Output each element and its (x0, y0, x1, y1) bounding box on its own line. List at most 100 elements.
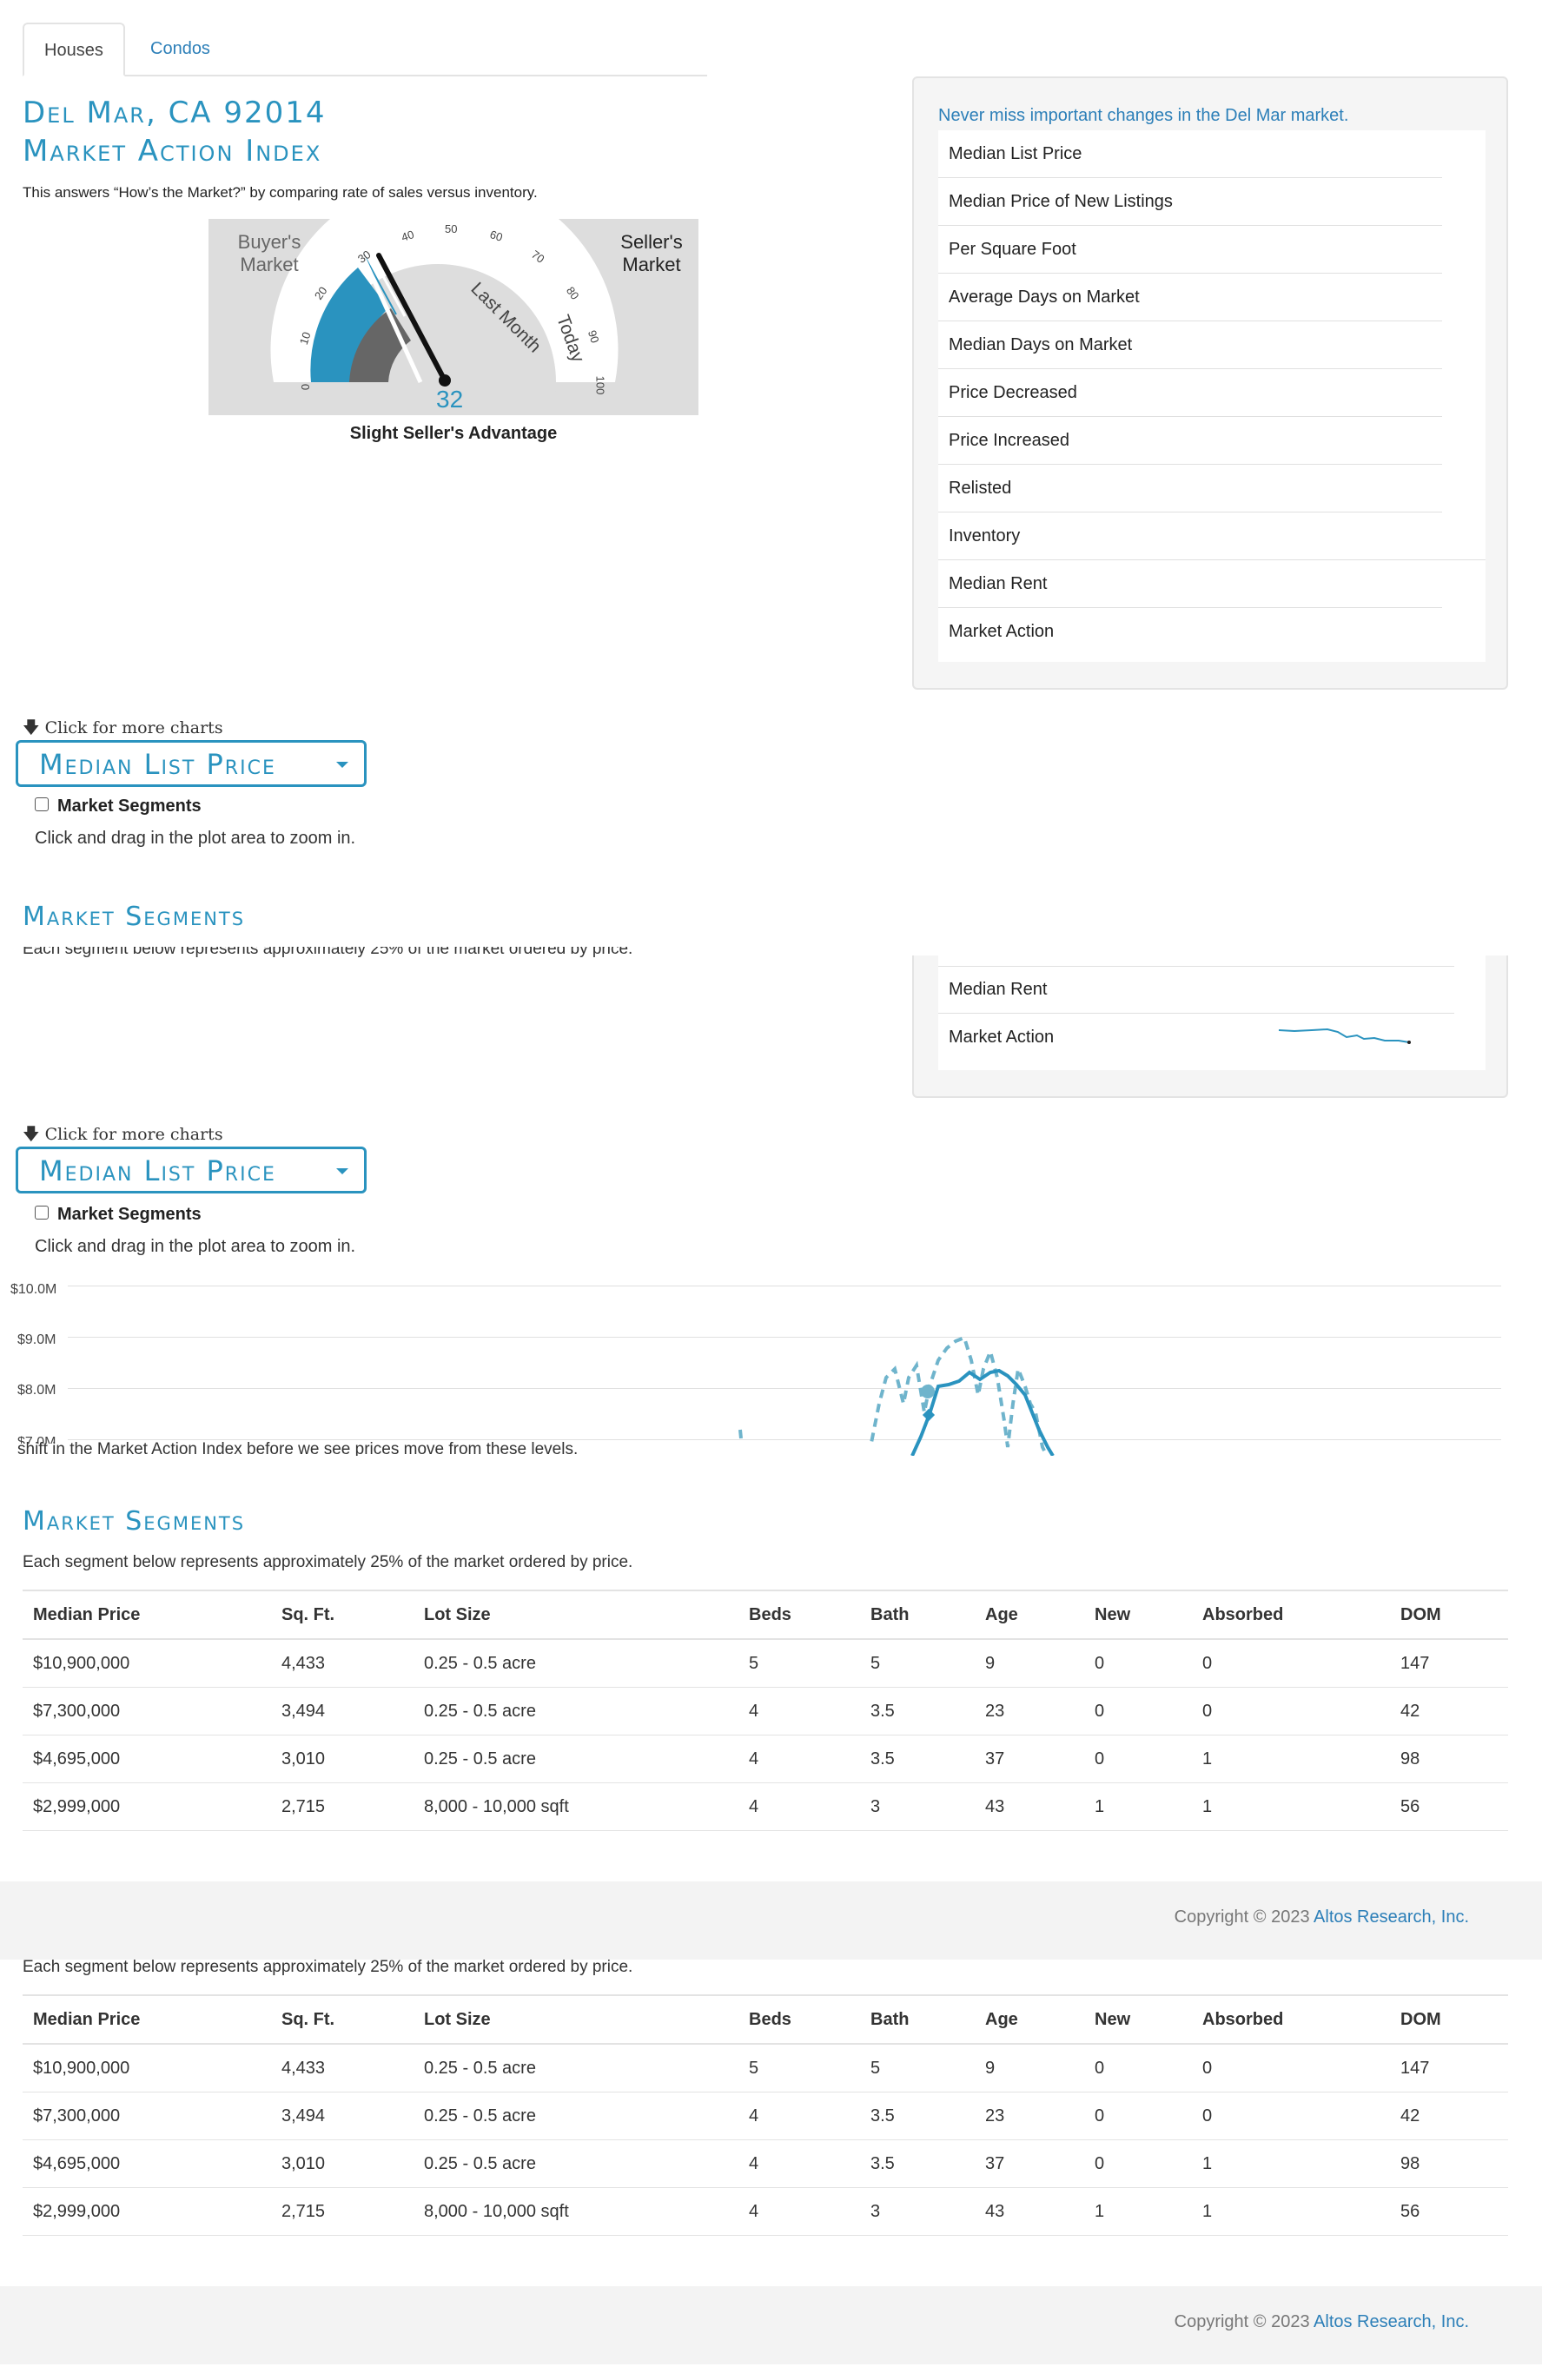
metric-price-increased[interactable]: Price Increased (938, 417, 1442, 465)
table-cell: 42 (1390, 1687, 1508, 1735)
arrow-down-icon: 🡇 (23, 718, 40, 737)
market-action-sparkline (1278, 1028, 1411, 1044)
table-cell: 9 (975, 1639, 1084, 1688)
median-list-price-chart[interactable]: $10.0M $9.0M $8.0M $7.0M shift in the Ma… (0, 1273, 1542, 1456)
caret-down-icon (336, 1168, 348, 1174)
table-cell: $10,900,000 (23, 1639, 271, 1688)
metric-relisted[interactable]: Relisted (938, 465, 1442, 512)
metric-inventory[interactable]: Inventory (938, 512, 1486, 560)
table-cell: 4 (738, 2187, 860, 2236)
metrics-list: Median List Price Median Price of New Li… (938, 130, 1486, 662)
altos-research-link[interactable]: Altos Research, Inc. (1314, 1907, 1469, 1927)
table-cell: 4 (738, 1782, 860, 1831)
table-cell: 3,494 (271, 2092, 414, 2140)
metric-per-square-foot[interactable]: Per Square Foot (938, 226, 1442, 274)
table-cell: 147 (1390, 2044, 1508, 2092)
table-row: $7,300,000 3,494 0.25 - 0.5 acre 4 3.5 2… (23, 1687, 1508, 1735)
arrow-down-icon: 🡇 (23, 1125, 40, 1144)
table-cell: 37 (975, 1735, 1084, 1783)
table-row: $4,695,000 3,010 0.25 - 0.5 acre 4 3.5 3… (23, 1735, 1508, 1783)
gauge-value: 32 (436, 386, 464, 413)
gauge-verdict: Slight Seller's Advantage (349, 424, 558, 443)
table-cell: 4 (738, 2092, 860, 2140)
metric-market-action[interactable]: Market Action (949, 622, 1055, 641)
price-chart-lines (738, 1335, 1055, 1456)
metric-median-list-price[interactable]: Median List Price (938, 130, 1442, 178)
market-segments-checkbox[interactable] (35, 797, 49, 811)
altos-research-link[interactable]: Altos Research, Inc. (1314, 2312, 1469, 2331)
table-cell: 3 (860, 1782, 975, 1831)
more-charts-hint: 🡇 Click for more charts (23, 718, 223, 737)
table-cell: 0.25 - 0.5 acre (414, 2044, 738, 2092)
table-cell: 3.5 (860, 2092, 975, 2140)
column-header: Lot Size (414, 1994, 738, 2045)
column-header: Beds (738, 1590, 860, 1640)
metrics-panel-fragment: Median Rent Market Action (912, 955, 1508, 1098)
gauge-tick-100: 100 (593, 375, 607, 395)
table-cell: 56 (1390, 2187, 1508, 2236)
table-cell: 42 (1390, 2092, 1508, 2140)
market-segments-title: Market Segments (23, 902, 246, 932)
table-header-row: Median Price Sq. Ft. Lot Size Beds Bath … (23, 1590, 1508, 1640)
table-cell: 3,494 (271, 1687, 414, 1735)
metric-median-days-on-market[interactable]: Median Days on Market (938, 321, 1442, 369)
table-row: $7,300,000 3,494 0.25 - 0.5 acre 4 3.5 2… (23, 2092, 1508, 2140)
metric-market-action[interactable]: Market Action (949, 1028, 1055, 1047)
table-header-row: Median Price Sq. Ft. Lot Size Beds Bath … (23, 1994, 1508, 2045)
table-cell: 0.25 - 0.5 acre (414, 2139, 738, 2188)
table-cell: 0 (1084, 1735, 1192, 1783)
chart-overlap-text: shift in the Market Action Index before … (17, 1440, 579, 1456)
table-cell: 1 (1192, 2187, 1390, 2236)
table-cell: 4,433 (271, 1639, 414, 1688)
table-cell: 5 (738, 1639, 860, 1688)
table-cell: 147 (1390, 1639, 1508, 1688)
table-cell: 0.25 - 0.5 acre (414, 1735, 738, 1783)
table-cell: 9 (975, 2044, 1084, 2092)
table-cell: $4,695,000 (23, 1735, 271, 1783)
table-cell: 2,715 (271, 1782, 414, 1831)
table-cell: 3.5 (860, 1687, 975, 1735)
metric-median-rent[interactable]: Median Rent (938, 560, 1442, 608)
market-action-index-title: Market Action Index (23, 134, 322, 169)
table-cell: 8,000 - 10,000 sqft (414, 2187, 738, 2236)
table-cell: 23 (975, 2092, 1084, 2140)
table-cell: 0.25 - 0.5 acre (414, 1639, 738, 1688)
footer: Copyright © 2023 Altos Research, Inc. (0, 2286, 1542, 2364)
table-cell: $10,900,000 (23, 2044, 271, 2092)
table-cell: 1 (1192, 2139, 1390, 2188)
table-cell: 4,433 (271, 2044, 414, 2092)
chart-metric-dropdown[interactable]: Median List Price (16, 1147, 367, 1193)
table-row: $10,900,000 4,433 0.25 - 0.5 acre 5 5 9 … (23, 2044, 1508, 2092)
table-cell: 0 (1192, 2092, 1390, 2140)
table-cell: 0 (1084, 2092, 1192, 2140)
column-header: Median Price (23, 1994, 271, 2045)
market-segments-checkbox[interactable] (35, 1206, 49, 1220)
table-cell: 1 (1084, 1782, 1192, 1831)
tab-houses[interactable]: Houses (23, 23, 125, 76)
column-header: Absorbed (1192, 1994, 1390, 2045)
market-segments-checkbox-label: Market Segments (57, 797, 202, 816)
metric-price-decreased[interactable]: Price Decreased (938, 369, 1442, 417)
table-cell: 43 (975, 2187, 1084, 2236)
table-cell: 0 (1084, 1639, 1192, 1688)
chart-metric-dropdown[interactable]: Median List Price (16, 740, 367, 787)
tab-condos[interactable]: Condos (150, 39, 210, 58)
more-charts-hint: 🡇 Click for more charts (23, 1125, 223, 1144)
table-cell: 0 (1084, 2139, 1192, 2188)
column-header: New (1084, 1994, 1192, 2045)
footer: Copyright © 2023 Altos Research, Inc. (0, 1881, 1542, 1960)
zoom-hint: Click and drag in the plot area to zoom … (35, 829, 356, 848)
metric-median-price-new-listings[interactable]: Median Price of New Listings (938, 178, 1442, 226)
metric-median-rent[interactable]: Median Rent (938, 966, 1454, 1014)
market-segments-title: Market Segments (23, 1506, 246, 1537)
market-alert-link[interactable]: Never miss important changes in the Del … (938, 106, 1349, 125)
table-row: $10,900,000 4,433 0.25 - 0.5 acre 5 5 9 … (23, 1639, 1508, 1688)
column-header: Sq. Ft. (271, 1590, 414, 1640)
market-action-gauge: Buyer's Market Seller's Market 0 10 20 3… (208, 175, 698, 415)
table-cell: 0 (1192, 2044, 1390, 2092)
metric-average-days-on-market[interactable]: Average Days on Market (938, 274, 1442, 321)
market-segments-table: Median Price Sq. Ft. Lot Size Beds Bath … (23, 1994, 1508, 2236)
column-header: DOM (1390, 1590, 1508, 1640)
column-header: Lot Size (414, 1590, 738, 1640)
table-row: $2,999,000 2,715 8,000 - 10,000 sqft 4 3… (23, 2187, 1508, 2236)
